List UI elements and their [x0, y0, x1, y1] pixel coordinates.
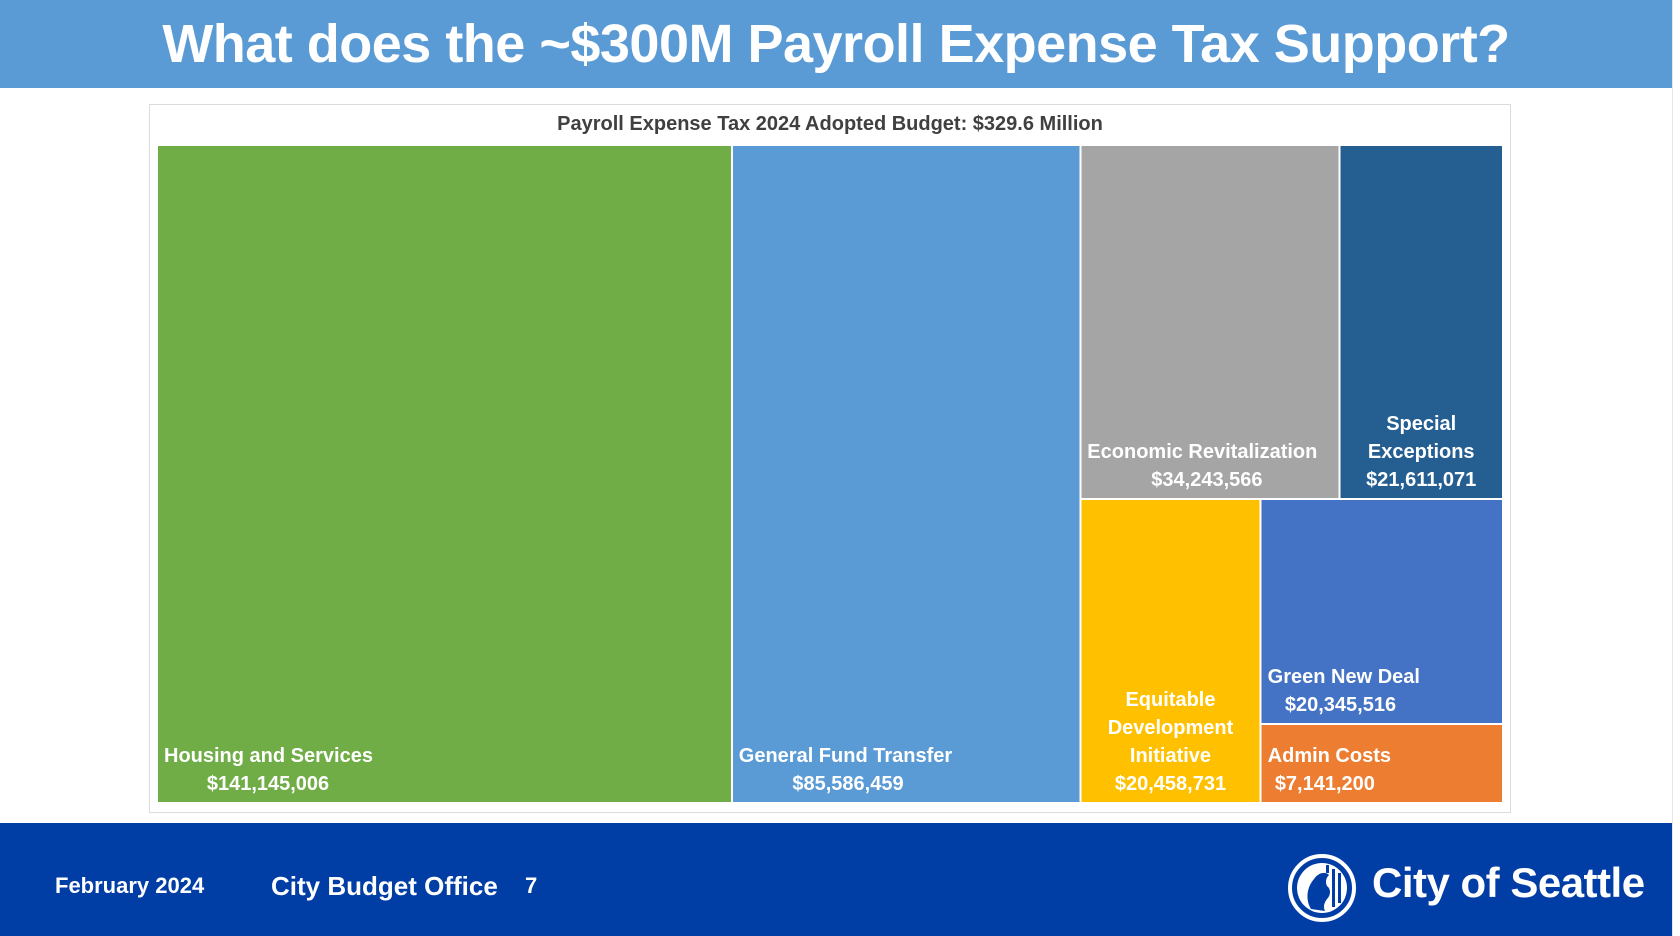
tile-name: Green New Deal — [1268, 666, 1420, 688]
treemap-tile-green-new-deal: Green New Deal $20,345,516 — [1261, 500, 1502, 724]
brand-name: City of Seattle — [1372, 859, 1645, 906]
tile-label: Admin Costs $7,141,200 — [1268, 745, 1391, 795]
tile-name: Development — [1108, 717, 1234, 739]
footer-date: February 2024 — [55, 873, 205, 898]
tile-name: Exceptions — [1368, 441, 1475, 463]
city-seal-icon — [1288, 854, 1356, 922]
tile-rect — [1340, 146, 1502, 499]
treemap-tile-special-exceptions: Special Exceptions $21,611,071 — [1340, 146, 1502, 499]
tile-rect — [1081, 146, 1339, 499]
tile-name: Admin Costs — [1268, 745, 1391, 767]
title-bar: What does the ~$300M Payroll Expense Tax… — [0, 0, 1672, 88]
tile-label: Equitable Development Initiative $20,458,73… — [1108, 689, 1234, 795]
tile-value: $20,345,516 — [1285, 694, 1396, 716]
tile-name: Economic Revitalization — [1087, 441, 1317, 463]
tile-name: Initiative — [1130, 745, 1211, 767]
tile-name: Special — [1386, 413, 1456, 435]
tile-label: Housing and Services $141,145,006 — [164, 745, 373, 795]
tile-value: $141,145,006 — [207, 773, 329, 795]
tile-rect — [1261, 725, 1502, 802]
treemap-tile-admin-costs: Admin Costs $7,141,200 — [1261, 725, 1502, 802]
treemap-tile-economic-revitalization: Economic Revitalization $34,243,566 — [1081, 146, 1339, 499]
tile-rect — [1081, 500, 1260, 802]
footer-office: City Budget Office — [271, 871, 498, 901]
tile-value: $21,611,071 — [1366, 469, 1476, 491]
tile-value: $20,458,731 — [1115, 773, 1226, 795]
tile-rect — [732, 146, 1080, 802]
tile-name: Equitable — [1125, 689, 1215, 711]
tile-name: General Fund Transfer — [739, 745, 953, 767]
tile-value: $7,141,200 — [1275, 773, 1375, 795]
treemap-tile-general-fund-transfer: General Fund Transfer $85,586,459 — [732, 146, 1080, 802]
chart-title: Payroll Expense Tax 2024 Adopted Budget:… — [557, 113, 1103, 135]
slide-title: What does the ~$300M Payroll Expense Tax… — [162, 14, 1510, 74]
slide-edge — [1672, 0, 1680, 936]
footer: February 2024 City Budget Office 7 City … — [0, 823, 1672, 936]
tile-label: Economic Revitalization $34,243,566 — [1087, 441, 1317, 491]
tile-name: Housing and Services — [164, 745, 373, 767]
tile-rect — [1261, 500, 1502, 724]
tile-value: $34,243,566 — [1151, 469, 1262, 491]
treemap-tile-housing-and-services: Housing and Services $141,145,006 — [158, 146, 731, 802]
tile-label: Special Exceptions $21,611,071 — [1366, 413, 1476, 491]
tile-label: General Fund Transfer $85,586,459 — [739, 745, 953, 795]
tile-value: $85,586,459 — [792, 773, 903, 795]
tile-rect — [158, 146, 731, 802]
tile-label: Green New Deal $20,345,516 — [1268, 666, 1420, 716]
treemap-tile-equitable-development-initiative: Equitable Development Initiative $20,458,73… — [1081, 500, 1260, 802]
page-number: 7 — [525, 873, 538, 898]
